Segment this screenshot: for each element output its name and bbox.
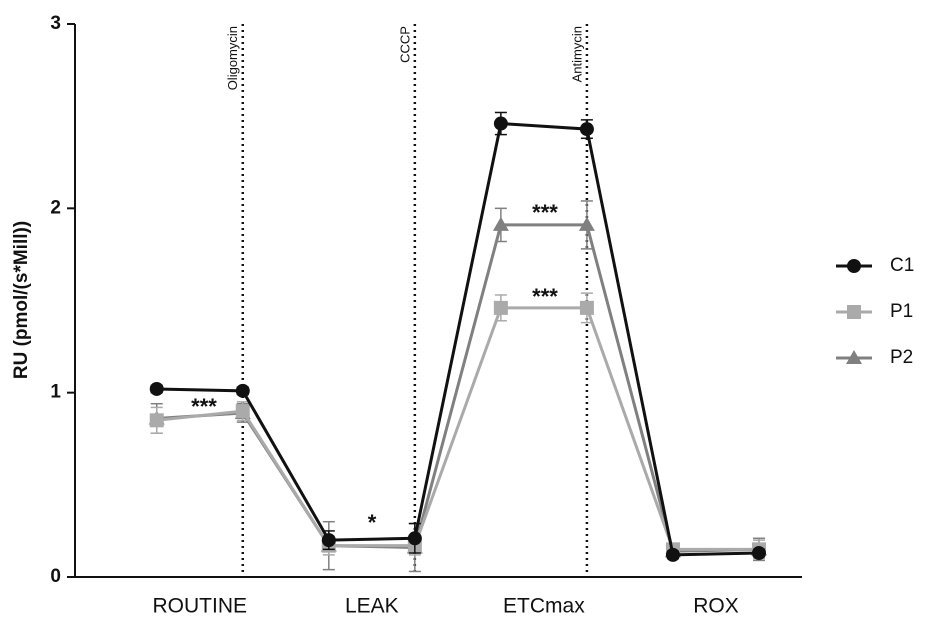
data-point	[665, 547, 680, 562]
y-tick-label: 1	[50, 382, 61, 403]
legend-marker	[847, 305, 861, 319]
y-tick-label: 2	[50, 197, 61, 218]
reference-label: CCCP	[397, 26, 412, 63]
significance-label: ***	[532, 284, 558, 309]
legend-label: P2	[890, 347, 913, 368]
data-point	[407, 531, 422, 546]
series-line	[156, 306, 759, 551]
significance-label: *	[368, 510, 377, 535]
data-point	[235, 404, 250, 419]
legend-label: P1	[890, 301, 913, 322]
data-point	[493, 116, 508, 131]
data-point	[751, 546, 766, 561]
x-tick-label: LEAK	[345, 595, 399, 618]
reference-label: Antimycin	[569, 26, 584, 82]
y-tick-label: 3	[50, 13, 61, 34]
series-line	[156, 121, 760, 557]
data-point	[493, 300, 508, 315]
data-point	[579, 122, 594, 137]
significance-label: ***	[532, 200, 558, 225]
data-point	[578, 216, 595, 231]
data-point	[235, 383, 250, 398]
legend-label: C1	[890, 255, 914, 276]
data-point	[492, 216, 509, 231]
significance-label: ***	[191, 394, 217, 419]
x-tick-label: ROUTINE	[153, 595, 248, 618]
y-axis-label: RU (pmol/(s*Mill))	[11, 221, 32, 379]
data-point	[321, 533, 336, 548]
y-tick-label: 0	[50, 566, 61, 587]
data-point	[579, 300, 594, 315]
x-tick-label: ETCmax	[503, 595, 585, 618]
legend-marker	[847, 259, 861, 273]
data-point	[149, 413, 164, 428]
x-tick-label: ROX	[693, 595, 739, 618]
legend-marker	[846, 350, 862, 364]
reference-label: Oligomycin	[225, 26, 240, 90]
data-point	[149, 381, 164, 396]
